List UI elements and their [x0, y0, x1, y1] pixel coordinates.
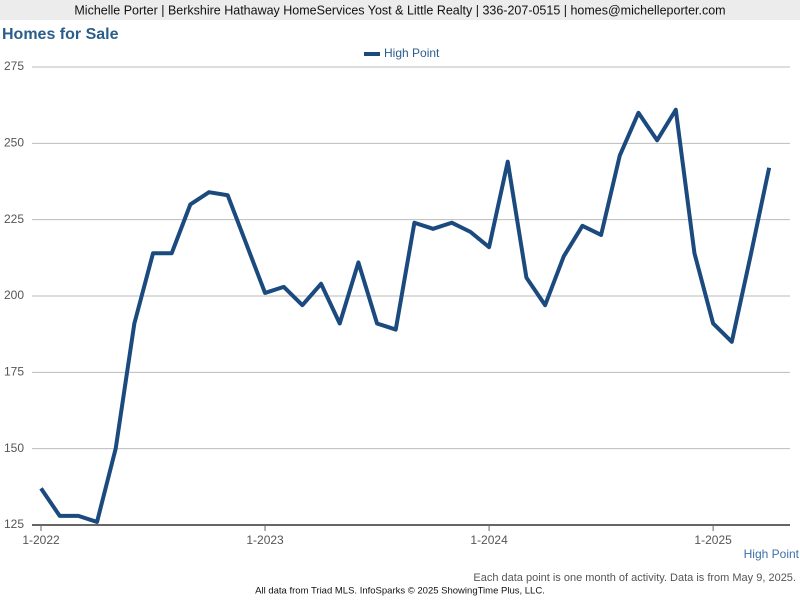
data-line — [39, 107, 772, 524]
chart-title: Homes for Sale — [2, 26, 119, 43]
legend-label: High Point — [384, 46, 440, 60]
header-bar — [0, 0, 800, 20]
x-tick-label: 1-2022 — [22, 533, 60, 547]
x-tick-label: 1-2025 — [694, 533, 732, 547]
y-tick-label: 250 — [4, 136, 24, 150]
y-tick-label: 125 — [4, 517, 24, 531]
header-text: Michelle Porter | Berkshire Hathaway Hom… — [74, 3, 725, 17]
series-label: High Point — [744, 547, 800, 561]
x-tick-label: 1-2023 — [246, 533, 284, 547]
y-tick-label: 150 — [4, 441, 24, 455]
y-tick-label: 175 — [4, 365, 24, 379]
x-tick-label: 1-2024 — [470, 533, 508, 547]
note: Each data point is one month of activity… — [473, 572, 796, 584]
y-tick-label: 200 — [4, 288, 24, 302]
y-tick-label: 225 — [4, 212, 24, 226]
footer: All data from Triad MLS. InfoSparks © 20… — [255, 586, 545, 597]
y-tick-label: 275 — [4, 59, 24, 73]
